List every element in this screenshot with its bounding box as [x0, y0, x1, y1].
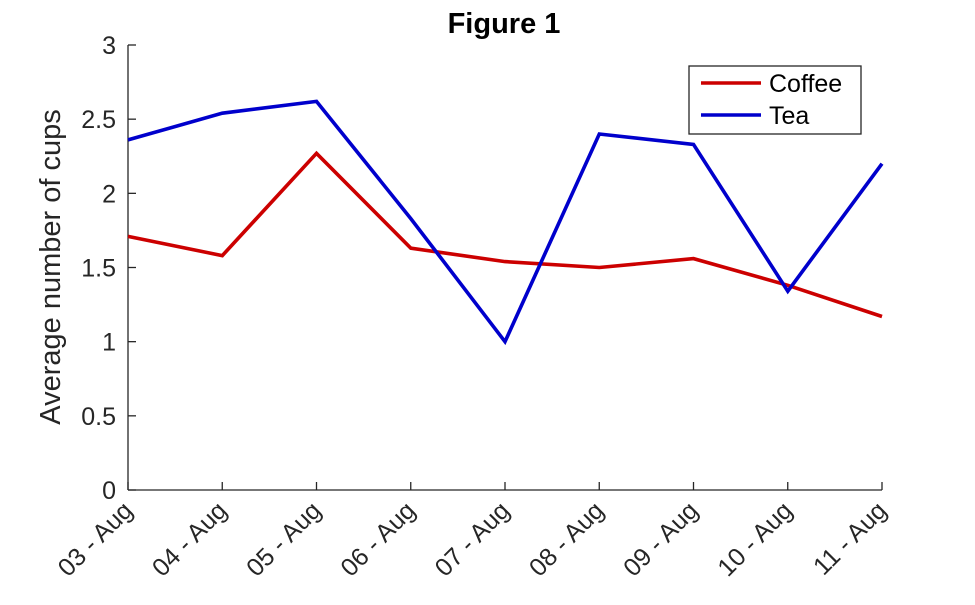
x-tick-label: 09 - Aug [618, 496, 704, 582]
y-tick-label: 0 [102, 477, 116, 505]
x-tick-label: 10 - Aug [712, 496, 798, 582]
y-tick-label: 3 [102, 32, 116, 60]
legend-label-coffee: Coffee [769, 70, 842, 98]
series-line-tea [127, 99, 884, 346]
x-tick-label: 06 - Aug [335, 496, 421, 582]
series-line-coffee [127, 150, 883, 319]
x-tick-label: 03 - Aug [53, 496, 139, 582]
x-tick-label: 05 - Aug [241, 496, 327, 582]
legend: Coffee Tea [688, 65, 862, 135]
chart-title: Figure 1 [448, 8, 561, 40]
legend-box [688, 65, 862, 135]
y-tick-label: 2 [102, 180, 116, 208]
y-axis-ticks: 0 0.5 1 1.5 2 2.5 3 [81, 32, 136, 505]
x-axis-ticks: 03 - Aug 04 - Aug 05 - Aug 06 - Aug 07 - Aug… [53, 482, 892, 582]
y-tick-label: 1 [102, 329, 116, 357]
y-tick-label: 0.5 [81, 403, 116, 431]
y-tick-label: 2.5 [81, 106, 116, 134]
y-axis-title: Average number of cups [35, 109, 67, 424]
legend-label-tea: Tea [769, 102, 809, 130]
x-tick-label: 11 - Aug [808, 496, 892, 580]
x-tick-label: 07 - Aug [430, 496, 516, 582]
x-tick-label: 04 - Aug [147, 496, 233, 582]
y-tick-label: 1.5 [81, 255, 116, 283]
series-lines [127, 99, 884, 346]
x-tick-label: 08 - Aug [524, 496, 610, 582]
